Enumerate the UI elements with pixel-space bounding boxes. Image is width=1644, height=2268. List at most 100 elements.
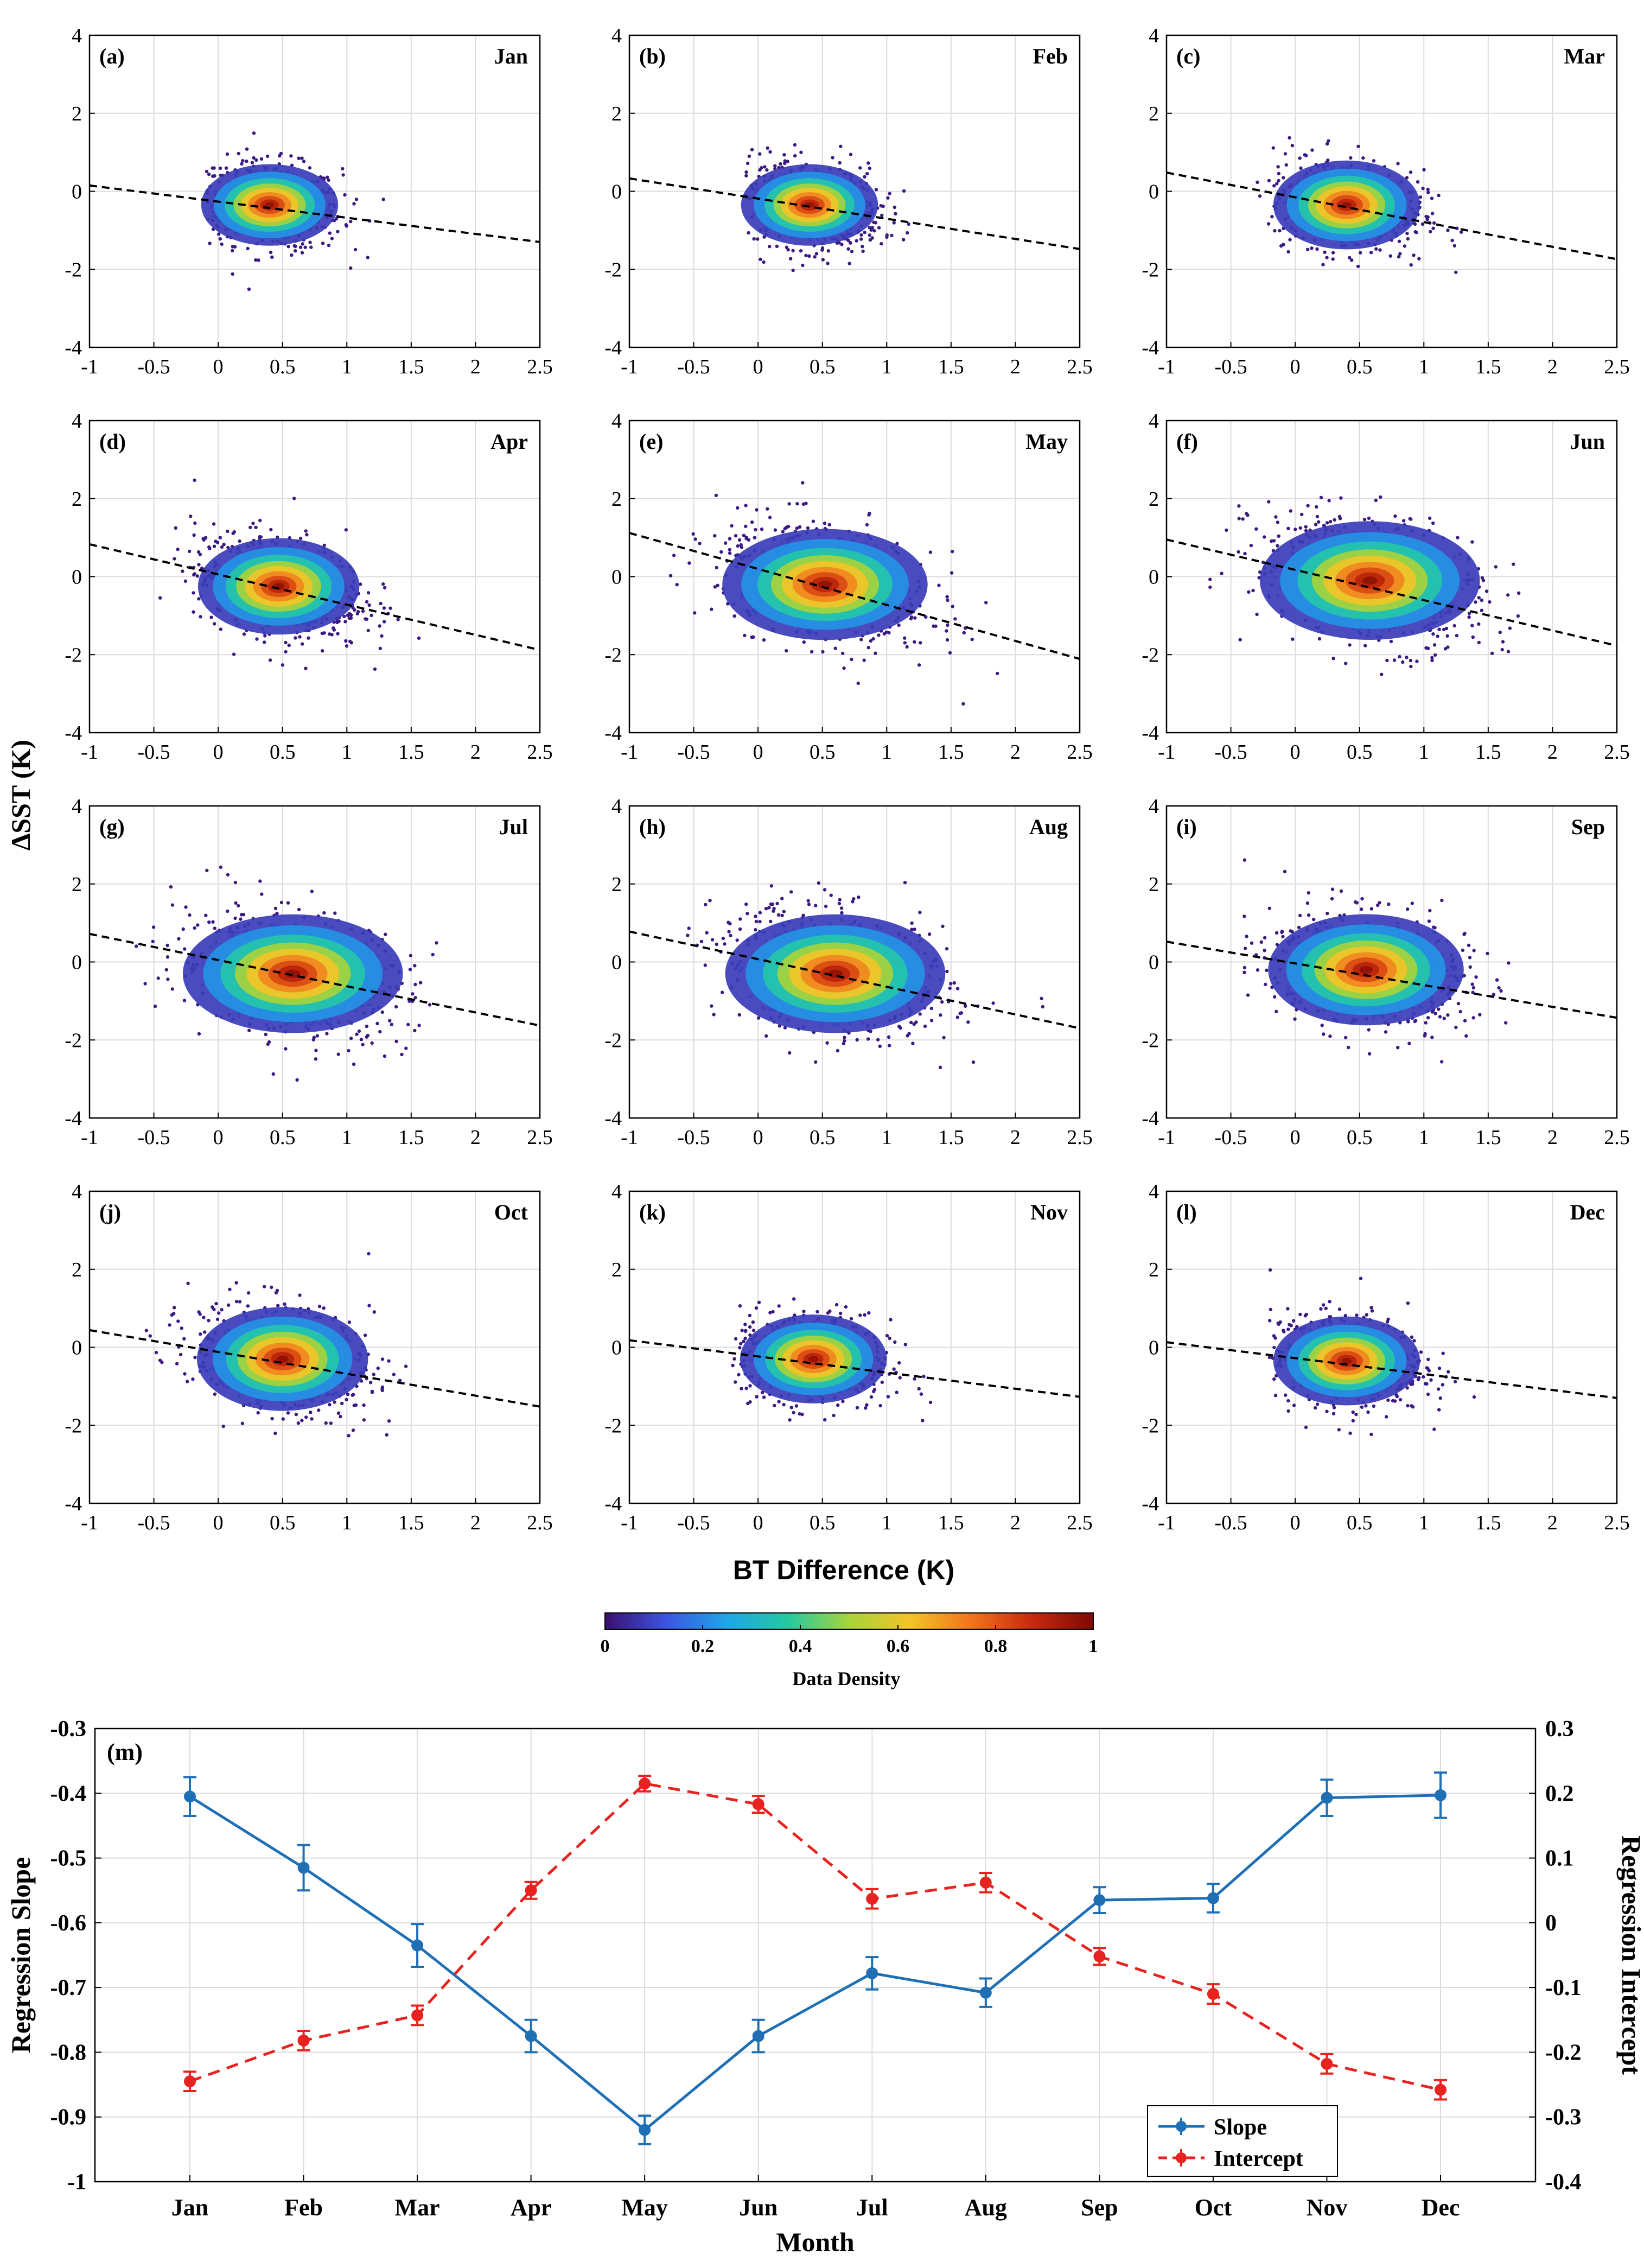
data-point <box>279 900 284 905</box>
data-point <box>1251 588 1255 593</box>
x-tick-label: 2.5 <box>1604 355 1630 378</box>
data-point <box>349 1037 353 1040</box>
data-point <box>409 954 413 958</box>
data-point <box>370 1041 374 1045</box>
data-point <box>1431 226 1435 230</box>
data-point <box>1432 643 1437 647</box>
data-point <box>1417 257 1421 261</box>
data-point <box>747 154 751 158</box>
data-point <box>1267 500 1271 504</box>
panel-month: Feb <box>1033 44 1068 68</box>
data-point <box>349 266 353 270</box>
data-point <box>744 170 748 174</box>
data-point <box>300 156 304 160</box>
y-tick-label: -4 <box>65 336 82 359</box>
data-point <box>1274 515 1278 519</box>
data-point <box>948 651 952 655</box>
data-point <box>938 1065 942 1070</box>
data-point <box>241 913 246 917</box>
x-tick-label: 1.5 <box>398 741 424 764</box>
data-point <box>269 528 273 532</box>
data-point <box>254 258 258 262</box>
x-tick-label: 0 <box>213 1126 224 1149</box>
y-tick-label: 4 <box>72 795 82 818</box>
data-point <box>174 526 177 530</box>
data-point <box>1331 657 1335 660</box>
data-point <box>755 508 759 512</box>
data-point <box>151 939 155 944</box>
data-point <box>742 533 746 537</box>
data-point <box>1433 653 1437 657</box>
data-point <box>876 1038 880 1042</box>
data-point <box>945 638 950 642</box>
data-point <box>219 865 223 869</box>
data-point <box>714 493 718 497</box>
data-point <box>866 161 870 165</box>
data-point <box>404 1046 408 1050</box>
data-point <box>1278 228 1282 233</box>
data-point <box>1317 637 1322 641</box>
data-point <box>941 924 945 929</box>
data-point <box>218 237 222 241</box>
data-point <box>341 167 345 171</box>
data-point <box>348 613 353 617</box>
x-tick-label: 1 <box>882 355 892 378</box>
data-point <box>254 525 258 529</box>
data-point <box>1392 658 1397 662</box>
data-point <box>197 1032 201 1036</box>
x-tick-label: -0.5 <box>1214 355 1247 378</box>
data-point <box>196 550 201 554</box>
data-point <box>379 601 383 606</box>
data-point <box>234 901 238 905</box>
data-point <box>1403 244 1407 248</box>
data-point <box>744 537 748 541</box>
data-point <box>1443 647 1448 651</box>
data-point <box>1319 495 1323 499</box>
data-point <box>874 651 877 655</box>
data-point <box>1310 148 1314 152</box>
data-point <box>1446 228 1450 232</box>
data-point <box>905 645 909 649</box>
data-point <box>848 262 851 265</box>
data-point <box>1267 179 1271 183</box>
data-point <box>1379 495 1382 499</box>
data-point <box>258 879 262 883</box>
x-tick-label: -0.5 <box>1214 741 1247 764</box>
data-point <box>886 196 890 200</box>
data-point <box>923 1024 927 1028</box>
data-point <box>811 519 815 523</box>
data-point <box>1286 250 1290 254</box>
data-point <box>747 231 750 235</box>
data-point <box>1304 525 1308 529</box>
data-point <box>1500 647 1504 652</box>
data-point <box>1310 246 1314 250</box>
y-tick-label: 0 <box>1149 181 1159 204</box>
data-point <box>1397 255 1401 259</box>
data-point <box>1288 136 1291 140</box>
data-point <box>1416 180 1420 184</box>
data-point <box>698 542 702 545</box>
y-tick-label: 2 <box>72 103 82 125</box>
x-tick-label: 1.5 <box>1475 355 1501 378</box>
data-point <box>868 166 872 170</box>
data-point <box>919 641 922 645</box>
y-tick-label: -4 <box>1142 722 1159 745</box>
data-point <box>821 650 825 654</box>
data-point <box>381 198 385 201</box>
data-point <box>220 545 224 549</box>
data-point <box>1284 163 1288 167</box>
data-point <box>215 541 220 544</box>
data-point <box>945 595 949 599</box>
data-point <box>336 632 340 636</box>
data-point <box>281 663 285 667</box>
data-point <box>732 614 736 618</box>
data-point <box>823 888 827 892</box>
data-point <box>1412 253 1416 257</box>
data-point <box>355 1032 359 1036</box>
data-point <box>365 600 369 604</box>
y-tick-label: -2 <box>65 644 82 666</box>
data-point <box>865 523 869 527</box>
data-point <box>846 247 850 251</box>
data-point <box>861 249 865 253</box>
